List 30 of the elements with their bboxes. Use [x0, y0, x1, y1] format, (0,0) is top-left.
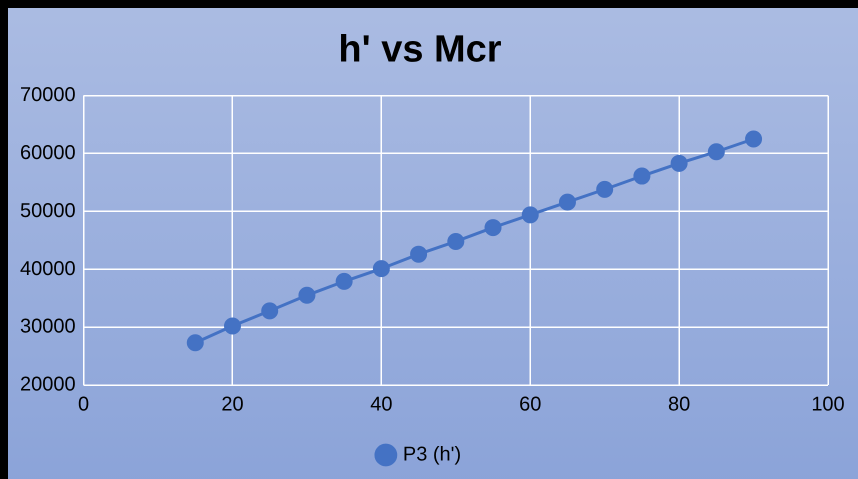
point	[261, 302, 278, 320]
point	[558, 194, 576, 211]
x-tick-label: 60	[519, 394, 542, 416]
point	[336, 272, 353, 290]
point	[410, 246, 428, 263]
point	[372, 260, 390, 278]
point	[447, 232, 464, 250]
y-tick-label: 50000	[20, 200, 76, 222]
point	[298, 286, 316, 304]
legend-label: P3 (h')	[402, 444, 462, 466]
point	[670, 154, 688, 172]
y-tick-label: 70000	[20, 84, 76, 106]
x-tick-label: 20	[221, 394, 244, 416]
x-tick-label: 0	[78, 394, 90, 416]
x-tick-label: 80	[668, 394, 690, 416]
x-tick-label: 100	[811, 394, 845, 416]
point	[224, 317, 241, 334]
y-tick-label: 60000	[20, 142, 76, 164]
point	[745, 130, 762, 148]
y-tick-label: 30000	[20, 316, 76, 338]
point	[186, 334, 204, 352]
point	[596, 180, 614, 198]
point	[633, 168, 650, 185]
y-tick-label: 20000	[20, 374, 76, 396]
y-tick-label: 40000	[20, 258, 76, 280]
point	[522, 206, 539, 224]
x-tick-label: 40	[370, 394, 392, 416]
point	[708, 143, 725, 160]
chart-title: h' vs Mcr	[338, 28, 502, 70]
point	[484, 219, 502, 236]
